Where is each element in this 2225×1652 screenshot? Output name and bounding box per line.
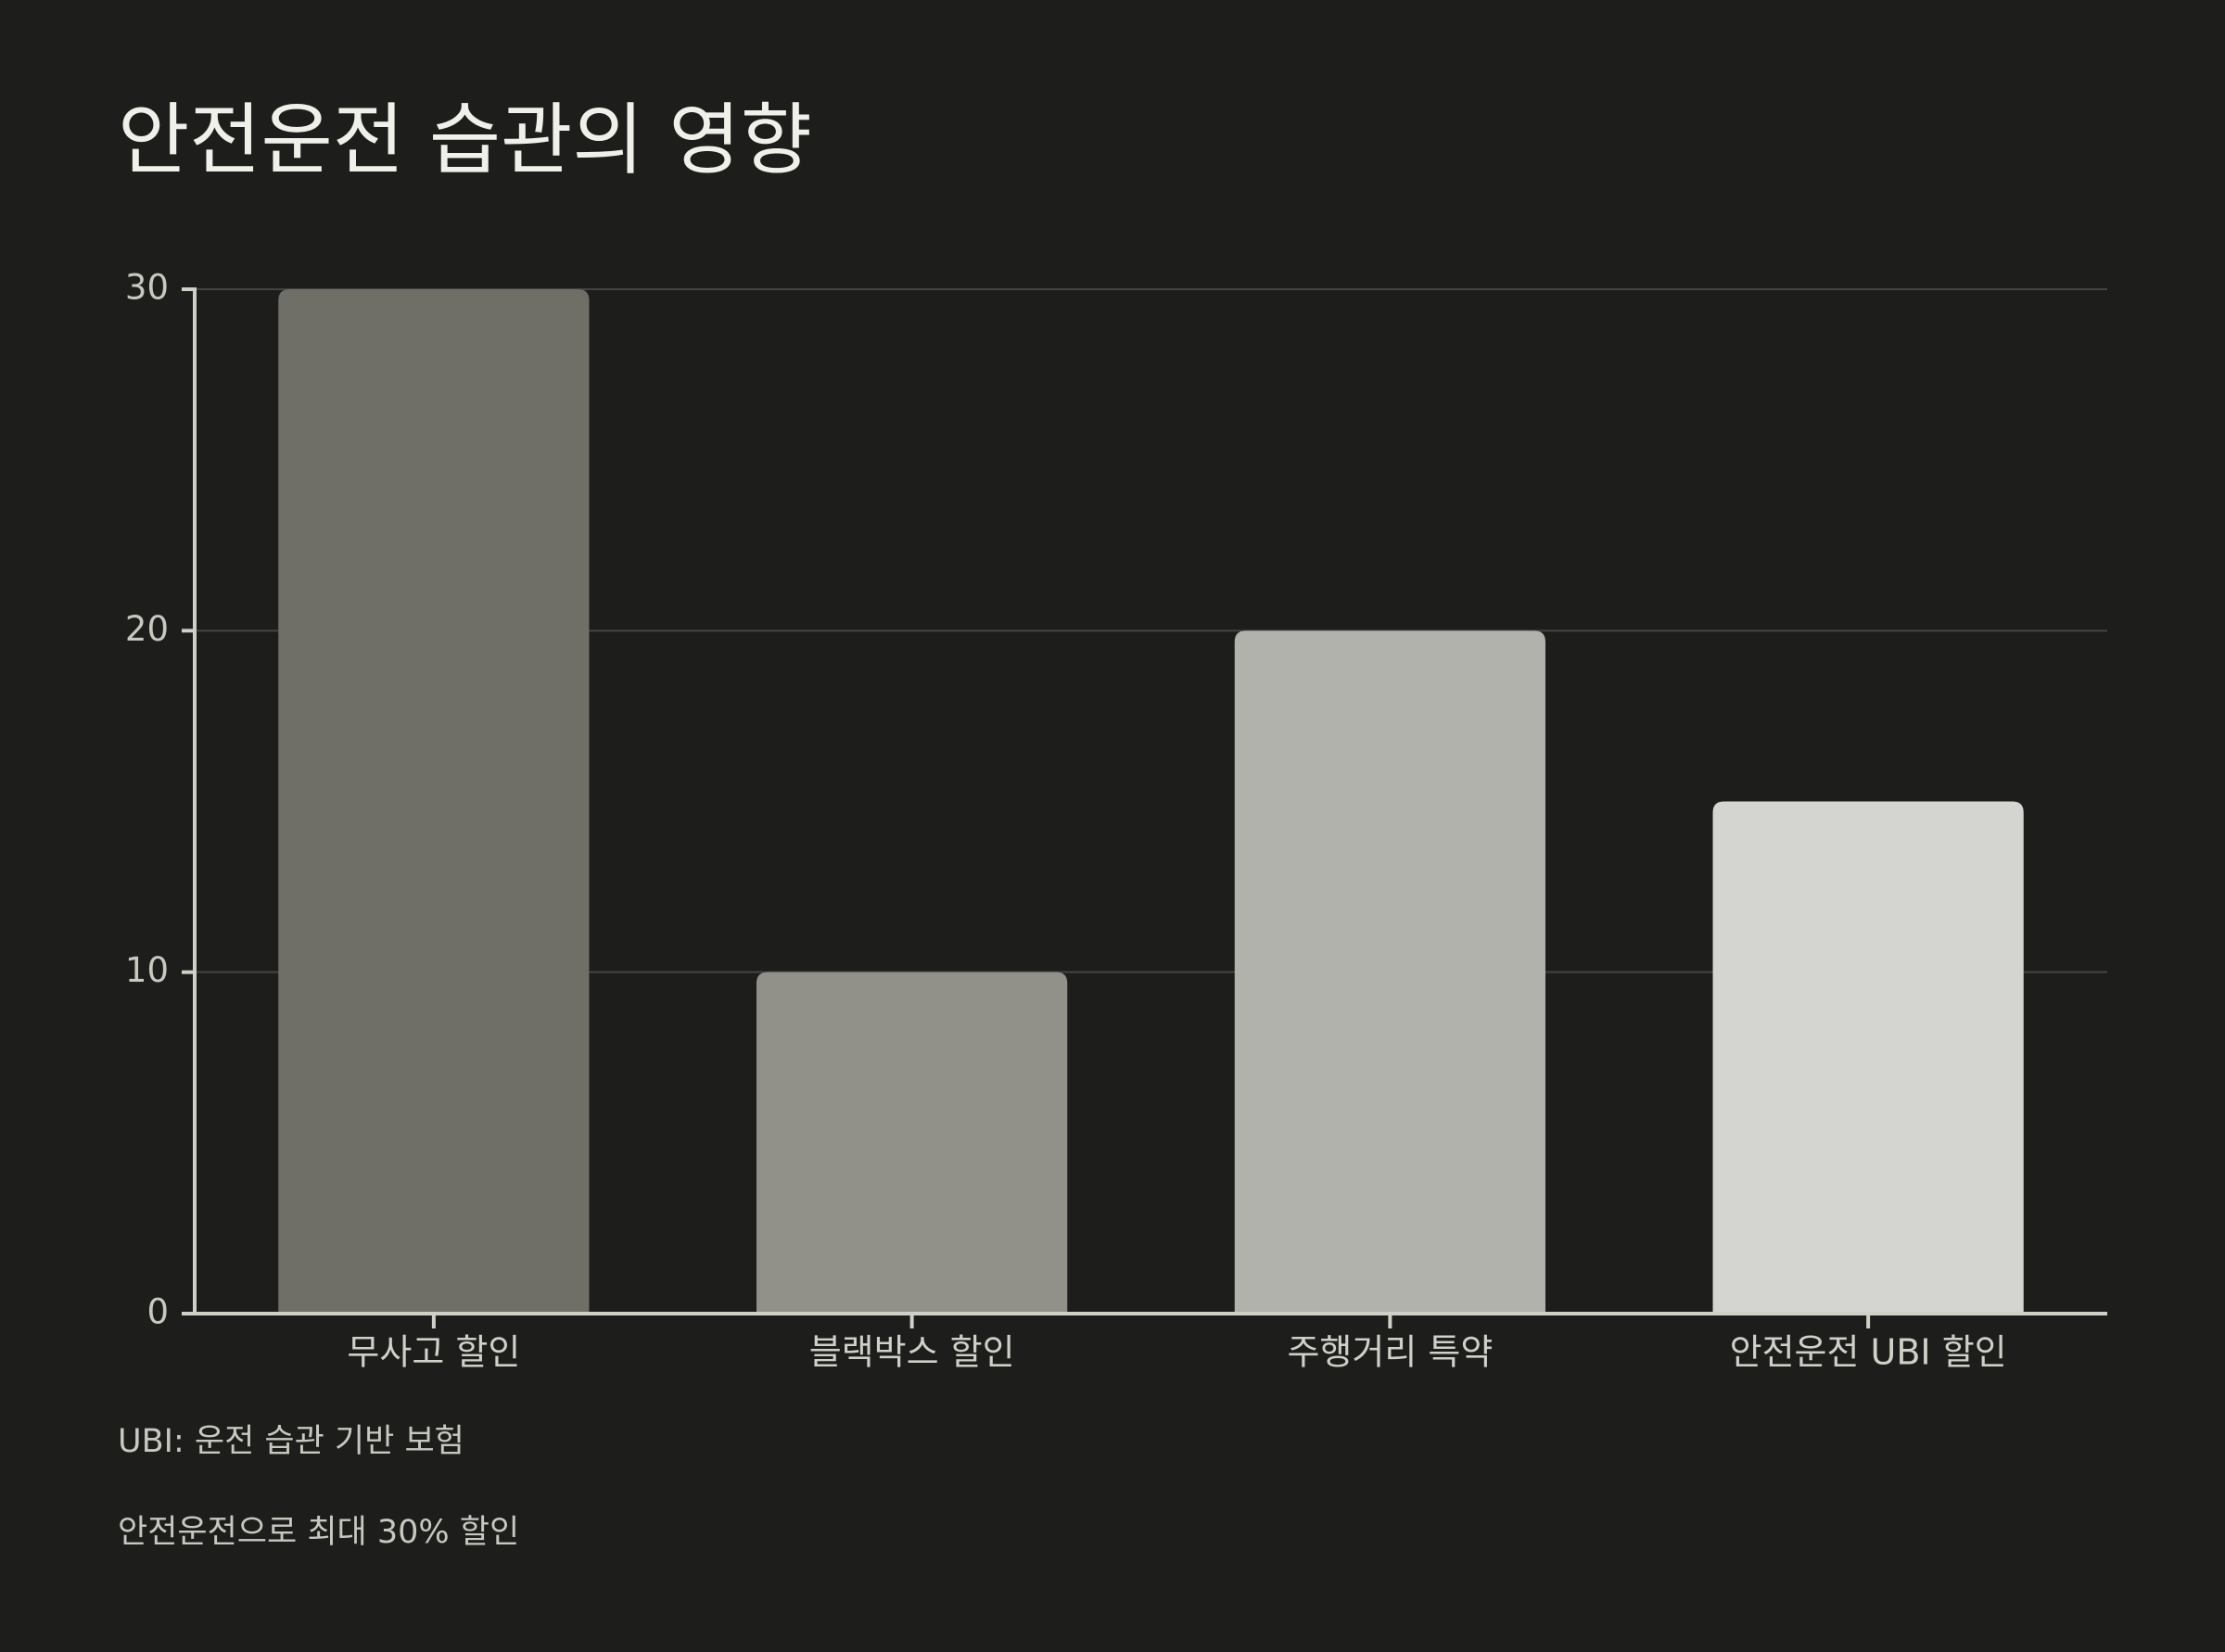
x-tick-label: 안전운전 UBI 할인 (1730, 1332, 2007, 1373)
chart-title: 안전운전 습관의 영향 (118, 95, 812, 185)
y-tick-label: 0 (146, 1292, 169, 1332)
x-tick-label: 무사고 할인 (347, 1332, 520, 1373)
x-tick-label: 주행거리 특약 (1287, 1332, 1493, 1373)
annotation: 안전운전으로 최대 30% 할인 (118, 1514, 519, 1551)
bar (1712, 801, 2024, 1314)
bar (278, 289, 590, 1314)
annotation: UBI: 운전 습관 기반 보험 (118, 1423, 464, 1460)
bar (756, 972, 1068, 1314)
y-tick-label: 30 (125, 268, 169, 308)
bar (1234, 630, 1545, 1314)
x-tick-label: 블랙박스 할인 (809, 1332, 1015, 1373)
y-tick-label: 20 (125, 609, 169, 649)
y-tick-label: 10 (125, 950, 169, 990)
